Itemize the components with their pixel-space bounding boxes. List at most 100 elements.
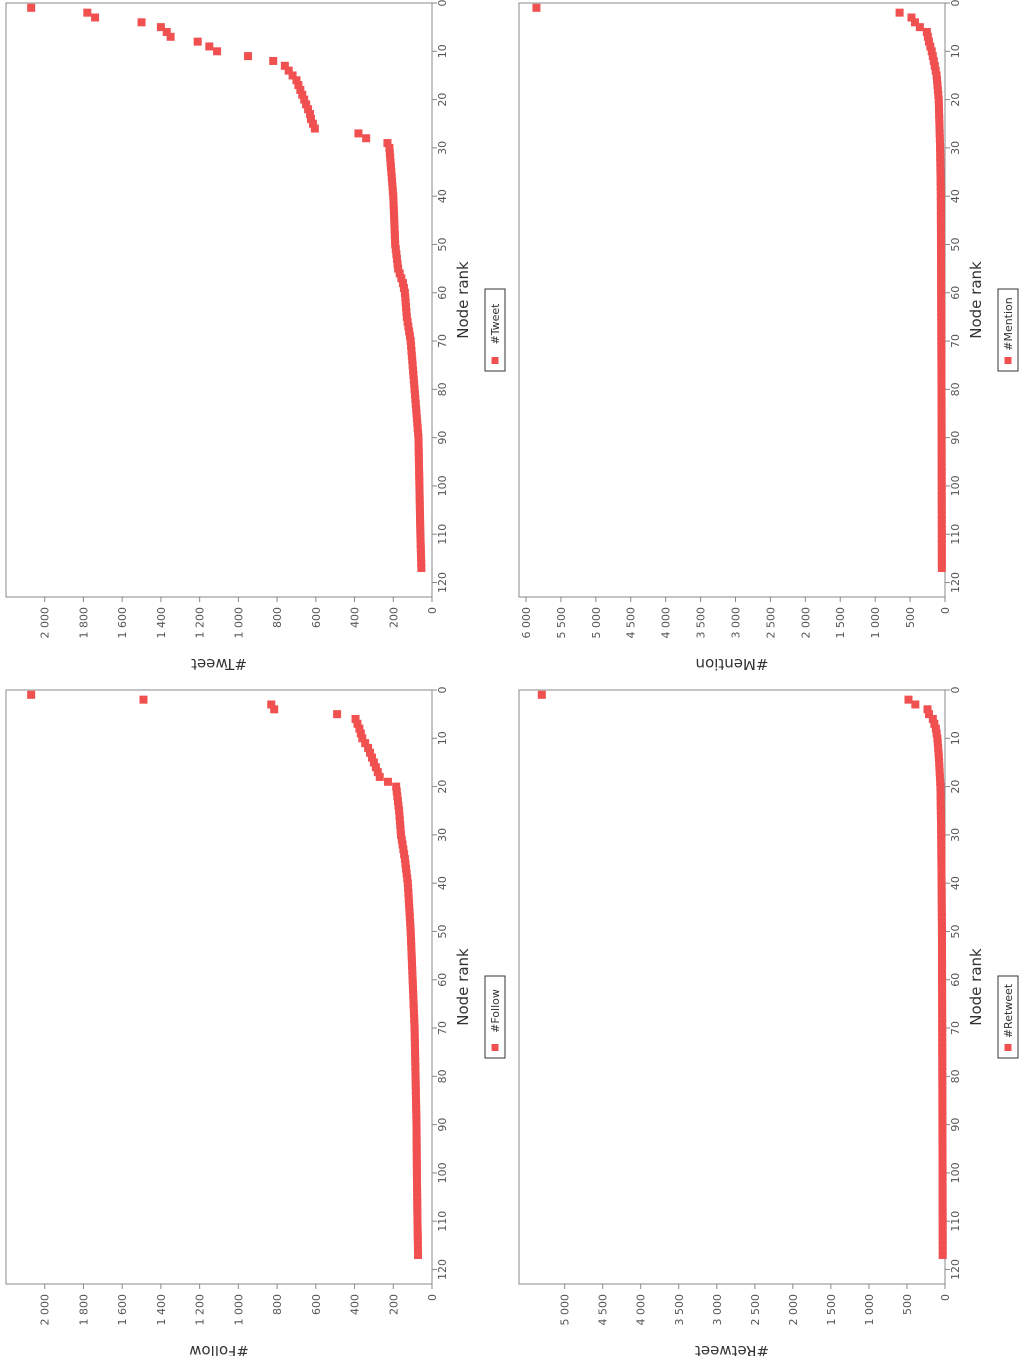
data-point	[408, 361, 417, 370]
x-axis-label-tweet: Node rank	[454, 261, 472, 339]
data-point	[410, 1033, 419, 1042]
data-point	[937, 356, 946, 365]
data-point	[406, 337, 415, 346]
data-point	[934, 100, 943, 109]
data-point	[937, 496, 946, 505]
data-point	[937, 530, 946, 539]
data-point	[414, 428, 423, 437]
data-point	[938, 1082, 947, 1090]
data-point	[27, 3, 36, 12]
data-point	[938, 1053, 947, 1062]
data-point	[416, 535, 425, 544]
data-point	[937, 850, 946, 859]
legend-box-follow	[484, 975, 506, 1059]
data-point	[397, 830, 406, 839]
x-tick-label: 20	[949, 780, 962, 794]
data-point	[938, 990, 947, 999]
data-point	[411, 1086, 420, 1095]
data-point	[405, 912, 414, 921]
data-point	[937, 903, 946, 912]
data-point	[412, 1149, 421, 1158]
y-tick-label: 0	[939, 1294, 952, 1301]
data-point	[938, 1086, 947, 1095]
y-tick-label: 2 000	[39, 1294, 52, 1326]
data-point	[937, 317, 946, 326]
data-point	[922, 27, 931, 36]
data-point	[389, 197, 398, 205]
data-point	[937, 322, 946, 331]
data-point	[937, 438, 946, 447]
data-point	[938, 1091, 947, 1100]
data-point	[936, 172, 945, 181]
data-point	[409, 995, 418, 1004]
data-point	[414, 452, 423, 461]
data-point	[410, 1038, 419, 1047]
data-point	[388, 182, 397, 191]
data-point	[938, 1024, 947, 1033]
data-point	[937, 370, 946, 379]
data-point	[356, 729, 365, 738]
data-point	[938, 956, 947, 965]
data-point	[391, 235, 400, 244]
data-point	[934, 753, 943, 762]
data-point	[537, 690, 546, 699]
data-point	[934, 748, 943, 757]
data-point	[928, 52, 937, 61]
data-point	[412, 1115, 421, 1124]
data-point	[937, 337, 946, 346]
data-point	[139, 695, 148, 704]
x-tick-label: 10	[436, 731, 449, 745]
data-point	[402, 869, 411, 878]
x-tick-label: 0	[949, 687, 962, 694]
legend-marker-mention	[1004, 357, 1012, 364]
data-point	[407, 346, 416, 355]
data-point	[366, 748, 375, 757]
data-point	[416, 544, 425, 553]
data-point	[937, 932, 946, 941]
y-tick-label: 1 200	[194, 1294, 207, 1326]
y-tick-label: 4 000	[635, 1294, 648, 1326]
y-tick-label: 1 500	[834, 607, 847, 639]
data-point	[389, 206, 398, 215]
data-point	[415, 486, 424, 495]
data-point	[398, 840, 407, 849]
x-tick-label: 40	[949, 189, 962, 203]
data-point	[936, 197, 945, 205]
data-point	[412, 1130, 421, 1139]
data-point	[938, 1217, 947, 1226]
plot-area-follow	[5, 689, 433, 1285]
data-point	[938, 1096, 947, 1105]
x-axis-label-retweet: Node rank	[967, 948, 985, 1026]
data-point	[937, 888, 946, 897]
data-point	[937, 941, 946, 950]
data-point	[407, 951, 416, 960]
data-point	[412, 1173, 421, 1182]
data-point	[926, 42, 935, 51]
data-point	[393, 792, 402, 801]
data-point	[402, 312, 411, 321]
x-tick-label: 60	[949, 286, 962, 300]
data-point	[937, 346, 946, 355]
data-point	[910, 18, 919, 27]
x-tick-label: 120	[949, 1259, 962, 1280]
data-point	[408, 966, 417, 975]
data-point	[364, 743, 373, 752]
data-point	[410, 390, 419, 399]
data-point	[937, 927, 946, 936]
data-point	[91, 13, 100, 22]
data-point	[213, 47, 222, 56]
data-point	[938, 1135, 947, 1144]
data-point	[413, 1202, 422, 1211]
x-tick-label: 60	[436, 286, 449, 300]
y-axis-label-follow: #Follow	[189, 1342, 249, 1356]
data-point	[404, 898, 413, 907]
data-point	[931, 66, 940, 75]
data-point	[936, 192, 945, 201]
data-point	[413, 1241, 422, 1250]
data-point	[938, 1193, 947, 1202]
data-point	[933, 76, 942, 85]
x-ticks-follow: 0 10 20 30 40 50 60 70 80 90 100 110 120	[432, 687, 449, 1280]
